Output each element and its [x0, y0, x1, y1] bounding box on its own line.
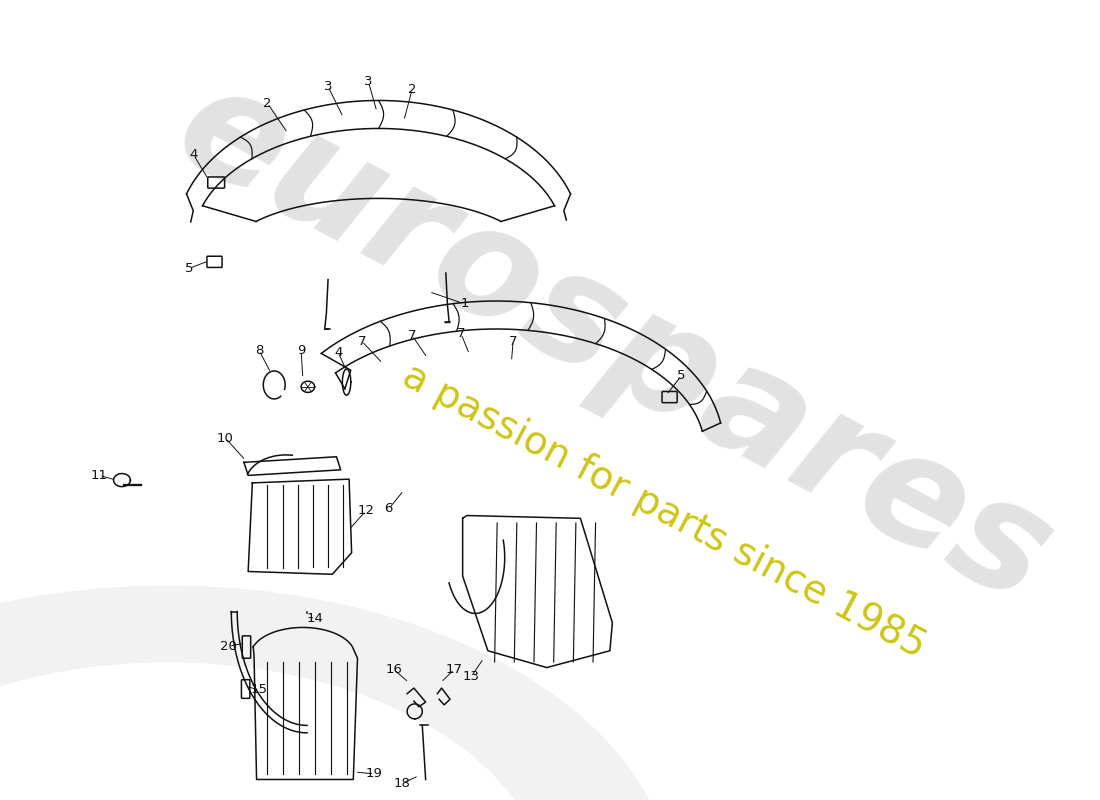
Text: 4: 4 [334, 346, 342, 359]
Text: 17: 17 [446, 663, 463, 676]
Text: 3: 3 [364, 75, 373, 88]
Text: 16: 16 [385, 663, 403, 676]
Text: 5: 5 [185, 262, 194, 275]
Text: 7: 7 [509, 334, 517, 348]
Text: 20: 20 [220, 640, 238, 653]
Text: 11: 11 [91, 469, 108, 482]
Text: 3: 3 [323, 80, 332, 93]
Text: 14: 14 [307, 612, 323, 625]
Text: eurospares: eurospares [153, 50, 1076, 635]
Text: 18: 18 [394, 777, 410, 790]
Text: 15: 15 [251, 683, 267, 697]
Text: 8: 8 [255, 344, 263, 357]
Polygon shape [0, 586, 673, 800]
Text: 13: 13 [463, 670, 480, 683]
Text: 19: 19 [366, 767, 383, 780]
Text: 4: 4 [189, 148, 198, 161]
Text: 2: 2 [408, 82, 417, 96]
Text: 7: 7 [408, 329, 417, 342]
Text: a passion for parts since 1985: a passion for parts since 1985 [396, 356, 933, 666]
Text: 6: 6 [384, 502, 393, 515]
Text: 12: 12 [358, 504, 374, 518]
Text: 2: 2 [263, 97, 272, 110]
Text: 7: 7 [358, 334, 366, 348]
Text: 7: 7 [456, 327, 465, 340]
Text: 1: 1 [460, 298, 469, 310]
Text: 9: 9 [297, 344, 306, 357]
Text: 5: 5 [678, 369, 685, 382]
Text: 10: 10 [217, 432, 234, 445]
